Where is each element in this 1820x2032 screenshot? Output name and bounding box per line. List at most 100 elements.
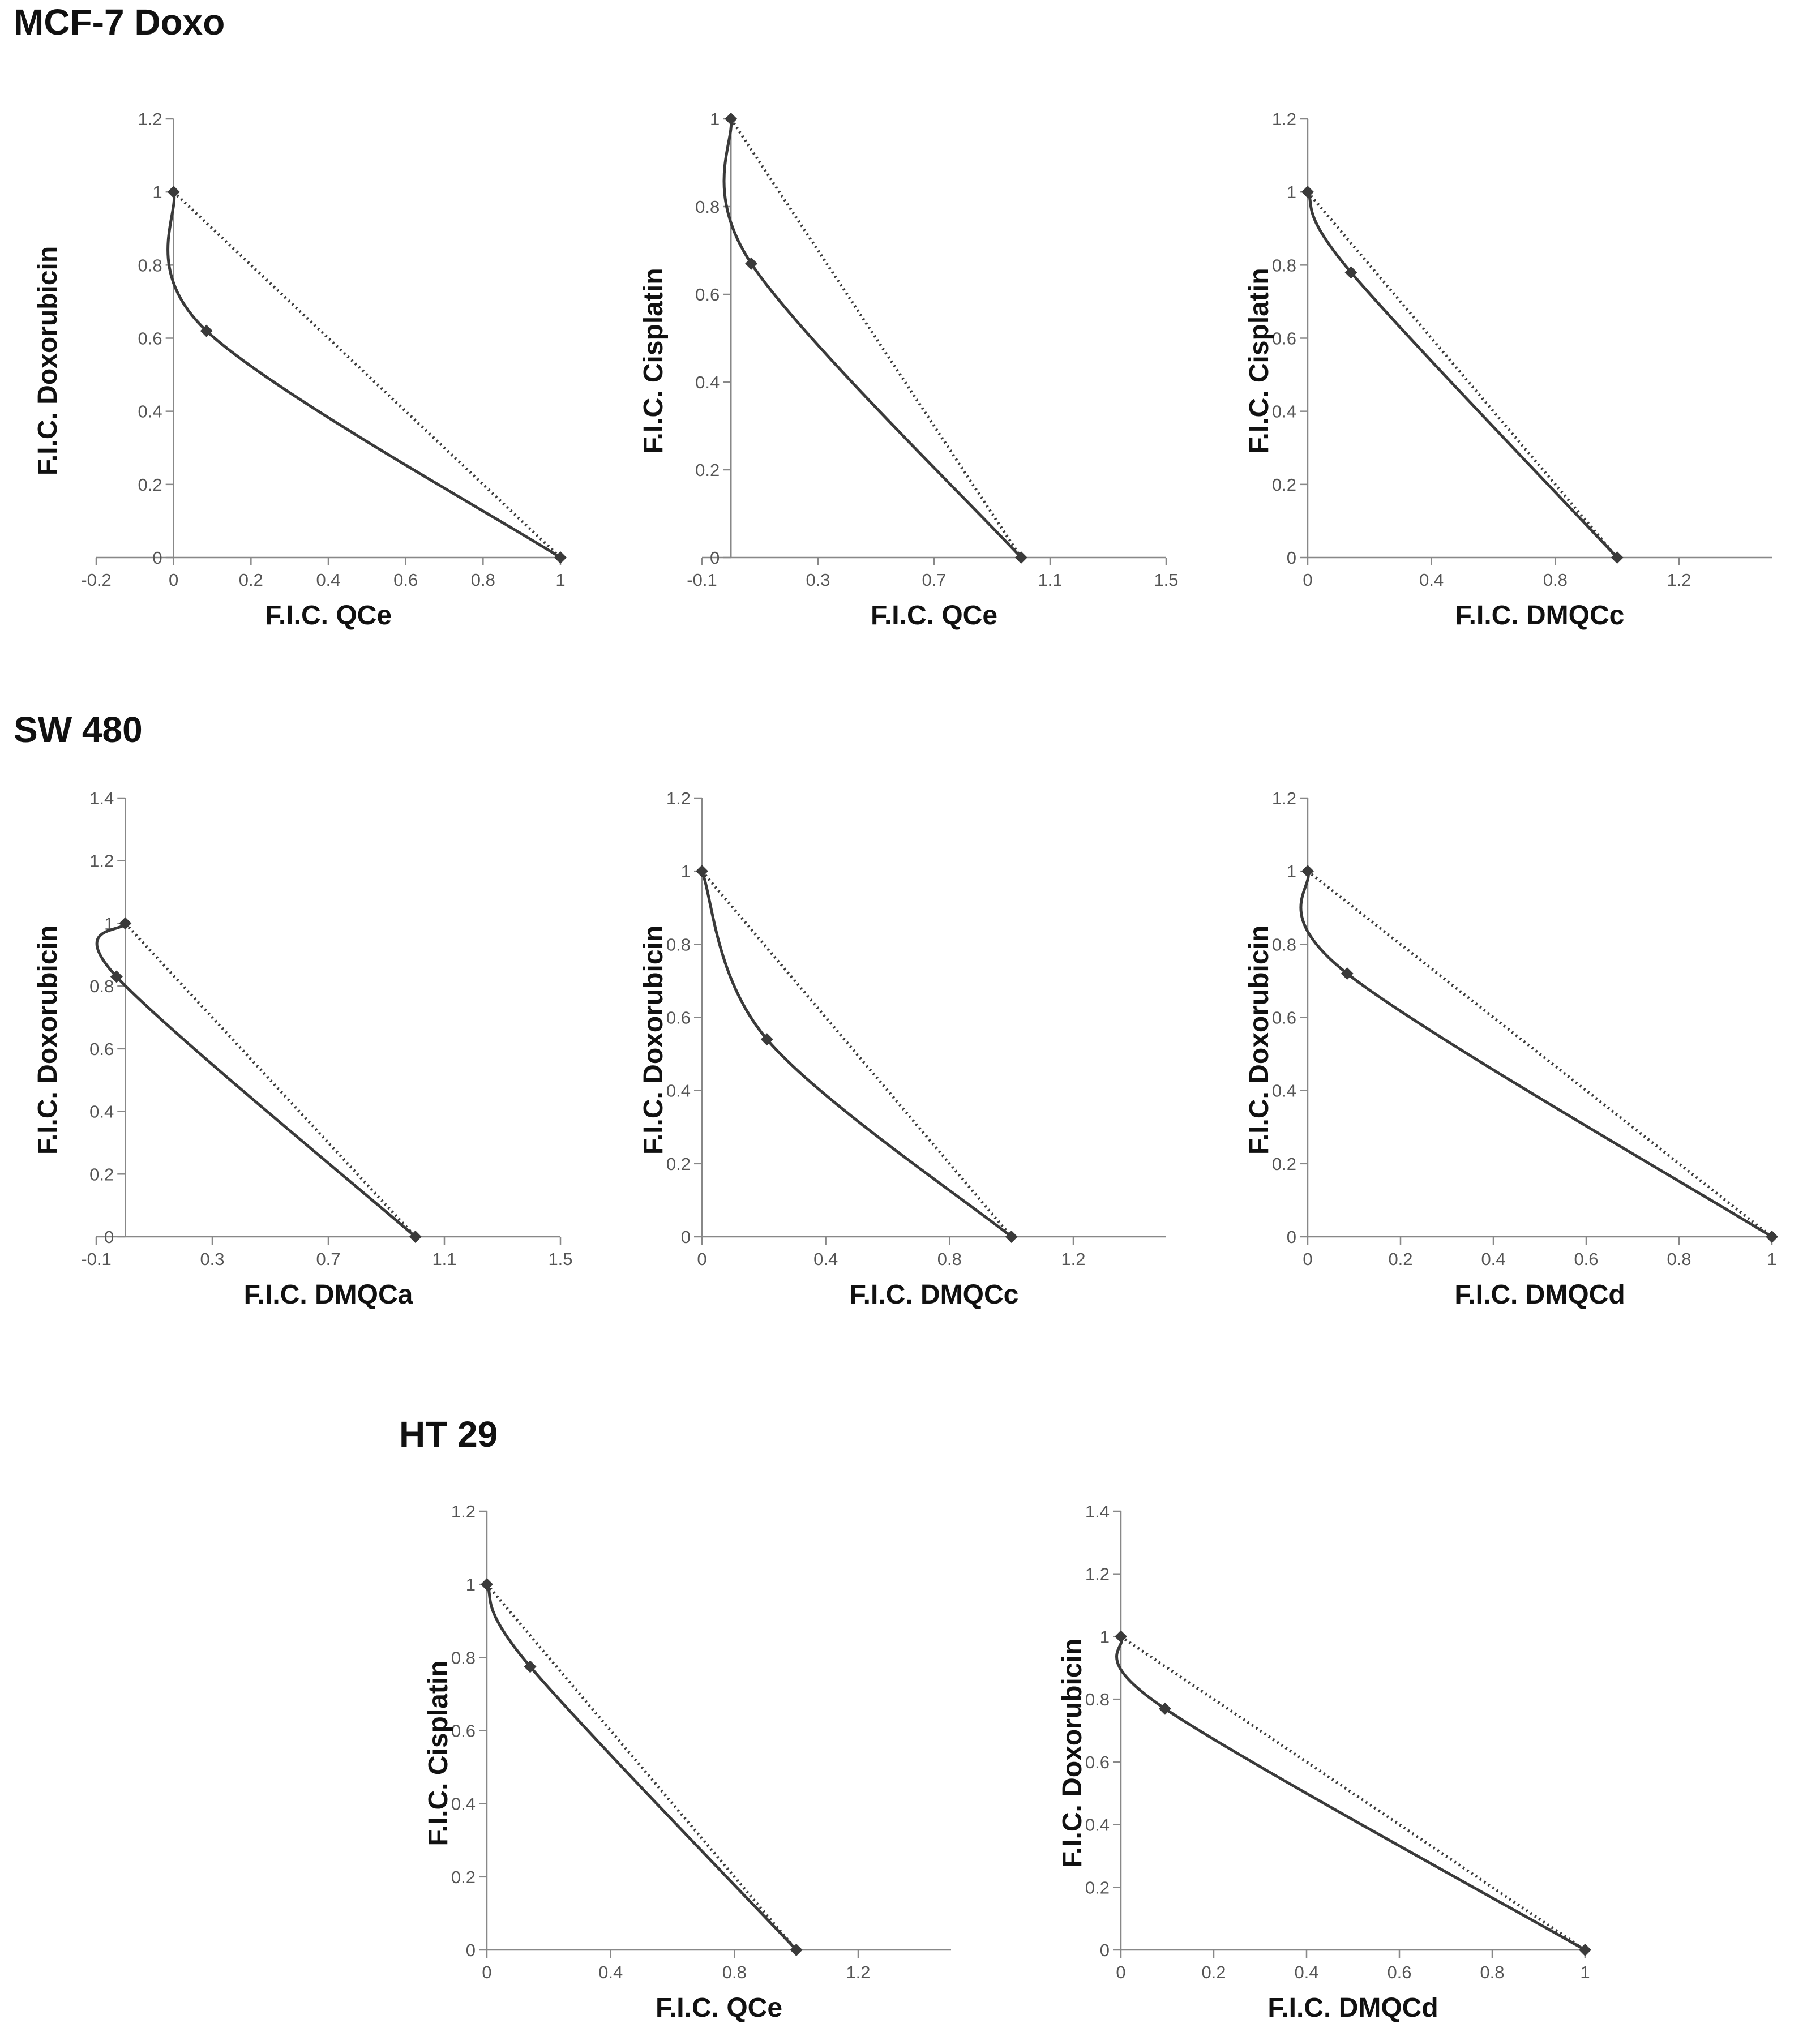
data-point-marker xyxy=(524,1660,537,1673)
x-axis-title: F.I.C. DMQCd xyxy=(1454,1280,1625,1310)
x-tick-label: 1.2 xyxy=(1061,1249,1085,1269)
y-tick-label: 0.6 xyxy=(695,285,720,305)
y-tick-label: 0.2 xyxy=(451,1867,476,1887)
y-axis-title: F.I.C. Doxorubicin xyxy=(1057,1639,1087,1868)
data-point-marker xyxy=(760,1033,773,1046)
x-tick-label: 1.1 xyxy=(432,1249,456,1269)
data-point-marker xyxy=(1014,551,1027,564)
chart-panel: 0 0.2 0.4 0.6 0.8 1 1.2 0 0.2 0.4 0.6 0.8 1 F.I.C. DM… xyxy=(1211,764,1778,1319)
y-tick-label: 0.6 xyxy=(1085,1752,1110,1772)
y-tick-label: 0.8 xyxy=(1272,934,1296,954)
isobole-curve xyxy=(700,871,1013,1238)
x-tick-label: 0.2 xyxy=(239,570,263,590)
x-tick-label: 1.2 xyxy=(1667,570,1691,590)
x-tick-label: 0.8 xyxy=(1667,1249,1691,1269)
x-tick-label: 0 xyxy=(1303,1249,1312,1269)
data-point-marker xyxy=(119,917,132,930)
data-point-marker xyxy=(696,865,708,878)
y-tick-label: 0 xyxy=(710,548,720,568)
isobole-curve xyxy=(722,118,1022,559)
y-tick-label: 0.4 xyxy=(695,372,720,392)
y-tick-label: 1.4 xyxy=(89,788,114,808)
x-tick-label: 0.8 xyxy=(471,570,495,590)
isobole-curve xyxy=(166,191,562,559)
y-tick-label: 0.4 xyxy=(451,1794,476,1814)
x-tick-label: 0.6 xyxy=(1387,1962,1411,1982)
isobole-curve xyxy=(1299,871,1773,1238)
y-tick-label: 1.2 xyxy=(1085,1564,1110,1584)
y-tick-label: 0.4 xyxy=(89,1102,114,1122)
additivity-line xyxy=(701,870,1013,1238)
data-point-marker xyxy=(1005,1231,1018,1243)
y-tick-label: 0.2 xyxy=(138,475,162,495)
x-axis-title: F.I.C. DMQCa xyxy=(244,1280,413,1310)
y-tick-label: 0.6 xyxy=(89,1039,114,1059)
chart-panel: 0 0.2 0.4 0.6 0.8 1 1.2 0 0.4 0.8 1.2 F.I.C. DMQCc F… xyxy=(1211,85,1778,640)
x-tick-label: 0.4 xyxy=(1481,1249,1505,1269)
y-axis-title: F.I.C. Doxorubicin xyxy=(639,925,669,1155)
additivity-line xyxy=(1307,870,1773,1238)
chart-panel: 0 0.2 0.4 0.6 0.8 1 1.2 1.4 0 0.2 0.4 0.6 0.8 1 F.I.C.… xyxy=(1025,1477,1591,2032)
additivity-line xyxy=(486,1583,798,1951)
chart-svg: 0 0.2 0.4 0.6 0.8 1 1.2 0 0.4 0.8 1.2 F.I.C. DMQCc F… xyxy=(1244,109,1772,631)
chart-panel: 0 0.2 0.4 0.6 0.8 1 1.2 0 0.4 0.8 1.2 F.I.C. DMQCc F… xyxy=(606,764,1172,1319)
x-tick-label: 1 xyxy=(555,570,565,590)
chart-svg: 0 0.2 0.4 0.6 0.8 1 1.2 0 0.4 0.8 1.2 F.I.C. QCe F.I… xyxy=(423,1502,951,2023)
x-tick-label: -0.2 xyxy=(81,570,111,590)
chart-svg: 0 0.2 0.4 0.6 0.8 1 1.2 0 0.4 0.8 1.2 F.I.C. DMQCc F… xyxy=(639,788,1166,1310)
x-axis-title: F.I.C. DMQCc xyxy=(850,1280,1019,1310)
additivity-line xyxy=(1307,191,1618,559)
data-point-marker xyxy=(200,324,213,337)
x-tick-label: 0.8 xyxy=(1543,570,1568,590)
y-tick-label: 1.2 xyxy=(89,851,114,871)
x-tick-label: 0.3 xyxy=(200,1249,224,1269)
y-axis-title: F.I.C. Cisplatin xyxy=(423,1660,453,1846)
chart-svg: 00.20.40.60.811.21.4-0.1 0.3 0.7 1.1 1.5F.I.… xyxy=(33,788,573,1310)
x-tick-label: 0.6 xyxy=(1574,1249,1598,1269)
data-point-marker xyxy=(1301,865,1314,878)
x-axis-title: F.I.C. DMQCc xyxy=(1455,601,1625,631)
x-tick-label: 0.3 xyxy=(806,570,830,590)
chart-panel: 0 0.2 0.4 0.6 0.8 1 1.2 -0.2 0 0.2 0.4 0.6 0.8 1 F.I.C… xyxy=(0,85,567,640)
y-tick-label: 1 xyxy=(1287,861,1296,881)
chart-panel: 0 0.2 0.4 0.6 0.8 1 1.2 0 0.4 0.8 1.2 F.I.C. QCe F.I… xyxy=(391,1477,957,2032)
y-tick-label: 0.2 xyxy=(1085,1877,1110,1897)
y-tick-label: 1.2 xyxy=(451,1502,476,1521)
x-tick-label: -0.1 xyxy=(81,1249,111,1269)
chart-svg: 0 0.2 0.4 0.6 0.8 1 1.2 0 0.2 0.4 0.6 0.8 1 F.I.C. DM… xyxy=(1244,788,1778,1310)
y-tick-label: 0.6 xyxy=(1272,329,1296,349)
chart-svg: 0 0.2 0.4 0.6 0.8 1 1.2 1.4 0 0.2 0.4 0.6 0.8 1 F.I.C.… xyxy=(1057,1502,1591,2023)
x-tick-label: 1.2 xyxy=(846,1962,870,1982)
x-tick-label: 0 xyxy=(1116,1962,1125,1982)
y-tick-label: 0.8 xyxy=(666,934,691,954)
y-tick-label: 0.2 xyxy=(695,460,720,480)
data-point-marker xyxy=(1301,186,1314,199)
data-point-marker xyxy=(790,1944,803,1956)
data-point-marker xyxy=(409,1231,422,1243)
y-tick-label: 0.6 xyxy=(666,1008,691,1028)
x-axis-title: F.I.C. QCe xyxy=(656,1993,782,2023)
y-tick-label: 0.2 xyxy=(1272,475,1296,495)
x-tick-label: 0.4 xyxy=(1419,570,1444,590)
y-tick-label: 0 xyxy=(681,1227,691,1247)
section-title-mcf7: MCF-7 Doxo xyxy=(14,2,225,42)
y-tick-label: 1 xyxy=(1100,1627,1110,1647)
isobole-curve xyxy=(1306,191,1618,559)
y-axis-title: F.I.C. Doxorubicin xyxy=(1244,925,1274,1155)
isobole-curve xyxy=(1115,1636,1586,1952)
x-tick-label: 0 xyxy=(169,570,178,590)
additivity-line xyxy=(730,118,1022,559)
y-tick-label: 0 xyxy=(1287,1227,1296,1247)
x-tick-label: 0.4 xyxy=(1294,1962,1318,1982)
x-axis-title: F.I.C. DMQCd xyxy=(1267,1993,1438,2023)
y-axis-title: F.I.C. Cisplatin xyxy=(1244,268,1274,453)
x-tick-label: 0.6 xyxy=(393,570,418,590)
y-tick-label: 1 xyxy=(681,861,691,881)
data-point-marker xyxy=(1579,1944,1591,1956)
chart-panel: 0 0.2 0.4 0.6 0.8 1 1.2 1.4 -0.1 0.3 0.7 1.1 1.5 F.I.… xyxy=(0,764,573,1319)
x-tick-label: 0 xyxy=(482,1962,491,1982)
y-tick-label: 1 xyxy=(1287,182,1296,202)
data-point-marker xyxy=(1115,1630,1127,1643)
y-tick-label: 0.2 xyxy=(89,1164,114,1184)
x-tick-label: 0.4 xyxy=(813,1249,838,1269)
